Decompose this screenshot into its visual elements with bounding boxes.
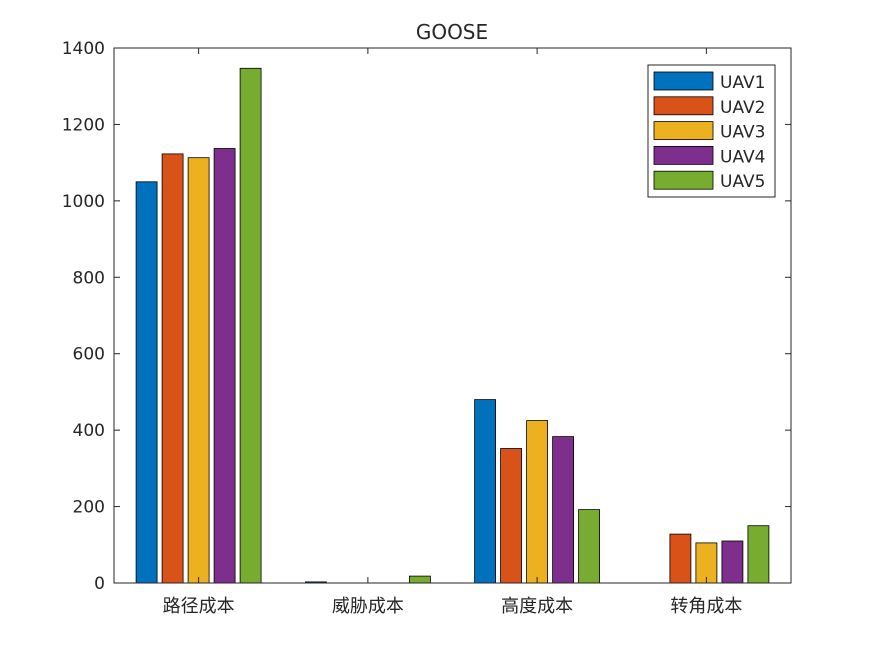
legend-label-uav4: UAV4 bbox=[720, 147, 765, 167]
bar-uav5-1 bbox=[408, 575, 431, 584]
bars-layer bbox=[135, 67, 770, 584]
y-tick-label: 600 bbox=[73, 345, 105, 365]
legend-swatch-uav1 bbox=[653, 71, 714, 91]
bar-uav2-2 bbox=[500, 448, 523, 584]
bar-uav2-3 bbox=[669, 533, 692, 584]
legend-label-uav1: UAV1 bbox=[720, 73, 765, 93]
bar-uav1-2 bbox=[474, 399, 497, 584]
bar-uav4-3 bbox=[721, 540, 744, 584]
y-tick-label: 0 bbox=[94, 574, 105, 594]
legend-label-uav2: UAV2 bbox=[720, 98, 765, 118]
y-tick-label: 200 bbox=[73, 498, 105, 518]
y-tick-label: 1000 bbox=[62, 192, 105, 212]
legend-swatch-uav4 bbox=[653, 145, 714, 165]
x-tick-label: 转角成本 bbox=[670, 596, 742, 617]
y-tick-label: 1400 bbox=[62, 39, 105, 59]
bar-uav3-3 bbox=[695, 542, 718, 584]
bar-uav1-0 bbox=[135, 181, 158, 584]
bar-uav5-3 bbox=[747, 525, 770, 584]
bar-uav2-0 bbox=[161, 153, 184, 584]
x-tick-label: 威胁成本 bbox=[332, 596, 404, 617]
y-tick-label: 1200 bbox=[62, 115, 105, 135]
legend: UAV1 UAV2 UAV3 UAV4 UAV5 bbox=[647, 64, 776, 198]
axis-layer: 0 200 400 600 800 1000 1200 1400 路径成本 威胁成本 高度成本 转角成… bbox=[62, 39, 791, 617]
bar-uav5-0 bbox=[239, 67, 262, 584]
bar-uav4-0 bbox=[213, 148, 236, 584]
bar-uav3-2 bbox=[526, 420, 548, 584]
bar-uav3-0 bbox=[187, 157, 210, 584]
legend-swatch-uav5 bbox=[653, 170, 714, 190]
x-tick-label: 路径成本 bbox=[163, 596, 235, 617]
plot-frame bbox=[113, 47, 792, 584]
y-tick-label: 800 bbox=[73, 268, 105, 288]
legend-swatch-uav2 bbox=[653, 96, 714, 116]
legend-label-uav5: UAV5 bbox=[720, 172, 765, 192]
bar-uav5-2 bbox=[578, 509, 600, 584]
bar-uav4-2 bbox=[552, 436, 574, 584]
chart-title: GOOSE bbox=[416, 20, 488, 44]
y-tick-label: 400 bbox=[73, 421, 105, 441]
x-tick-label: 高度成本 bbox=[501, 596, 573, 617]
legend-label-uav3: UAV3 bbox=[720, 123, 765, 143]
legend-swatch-uav3 bbox=[653, 121, 714, 140]
